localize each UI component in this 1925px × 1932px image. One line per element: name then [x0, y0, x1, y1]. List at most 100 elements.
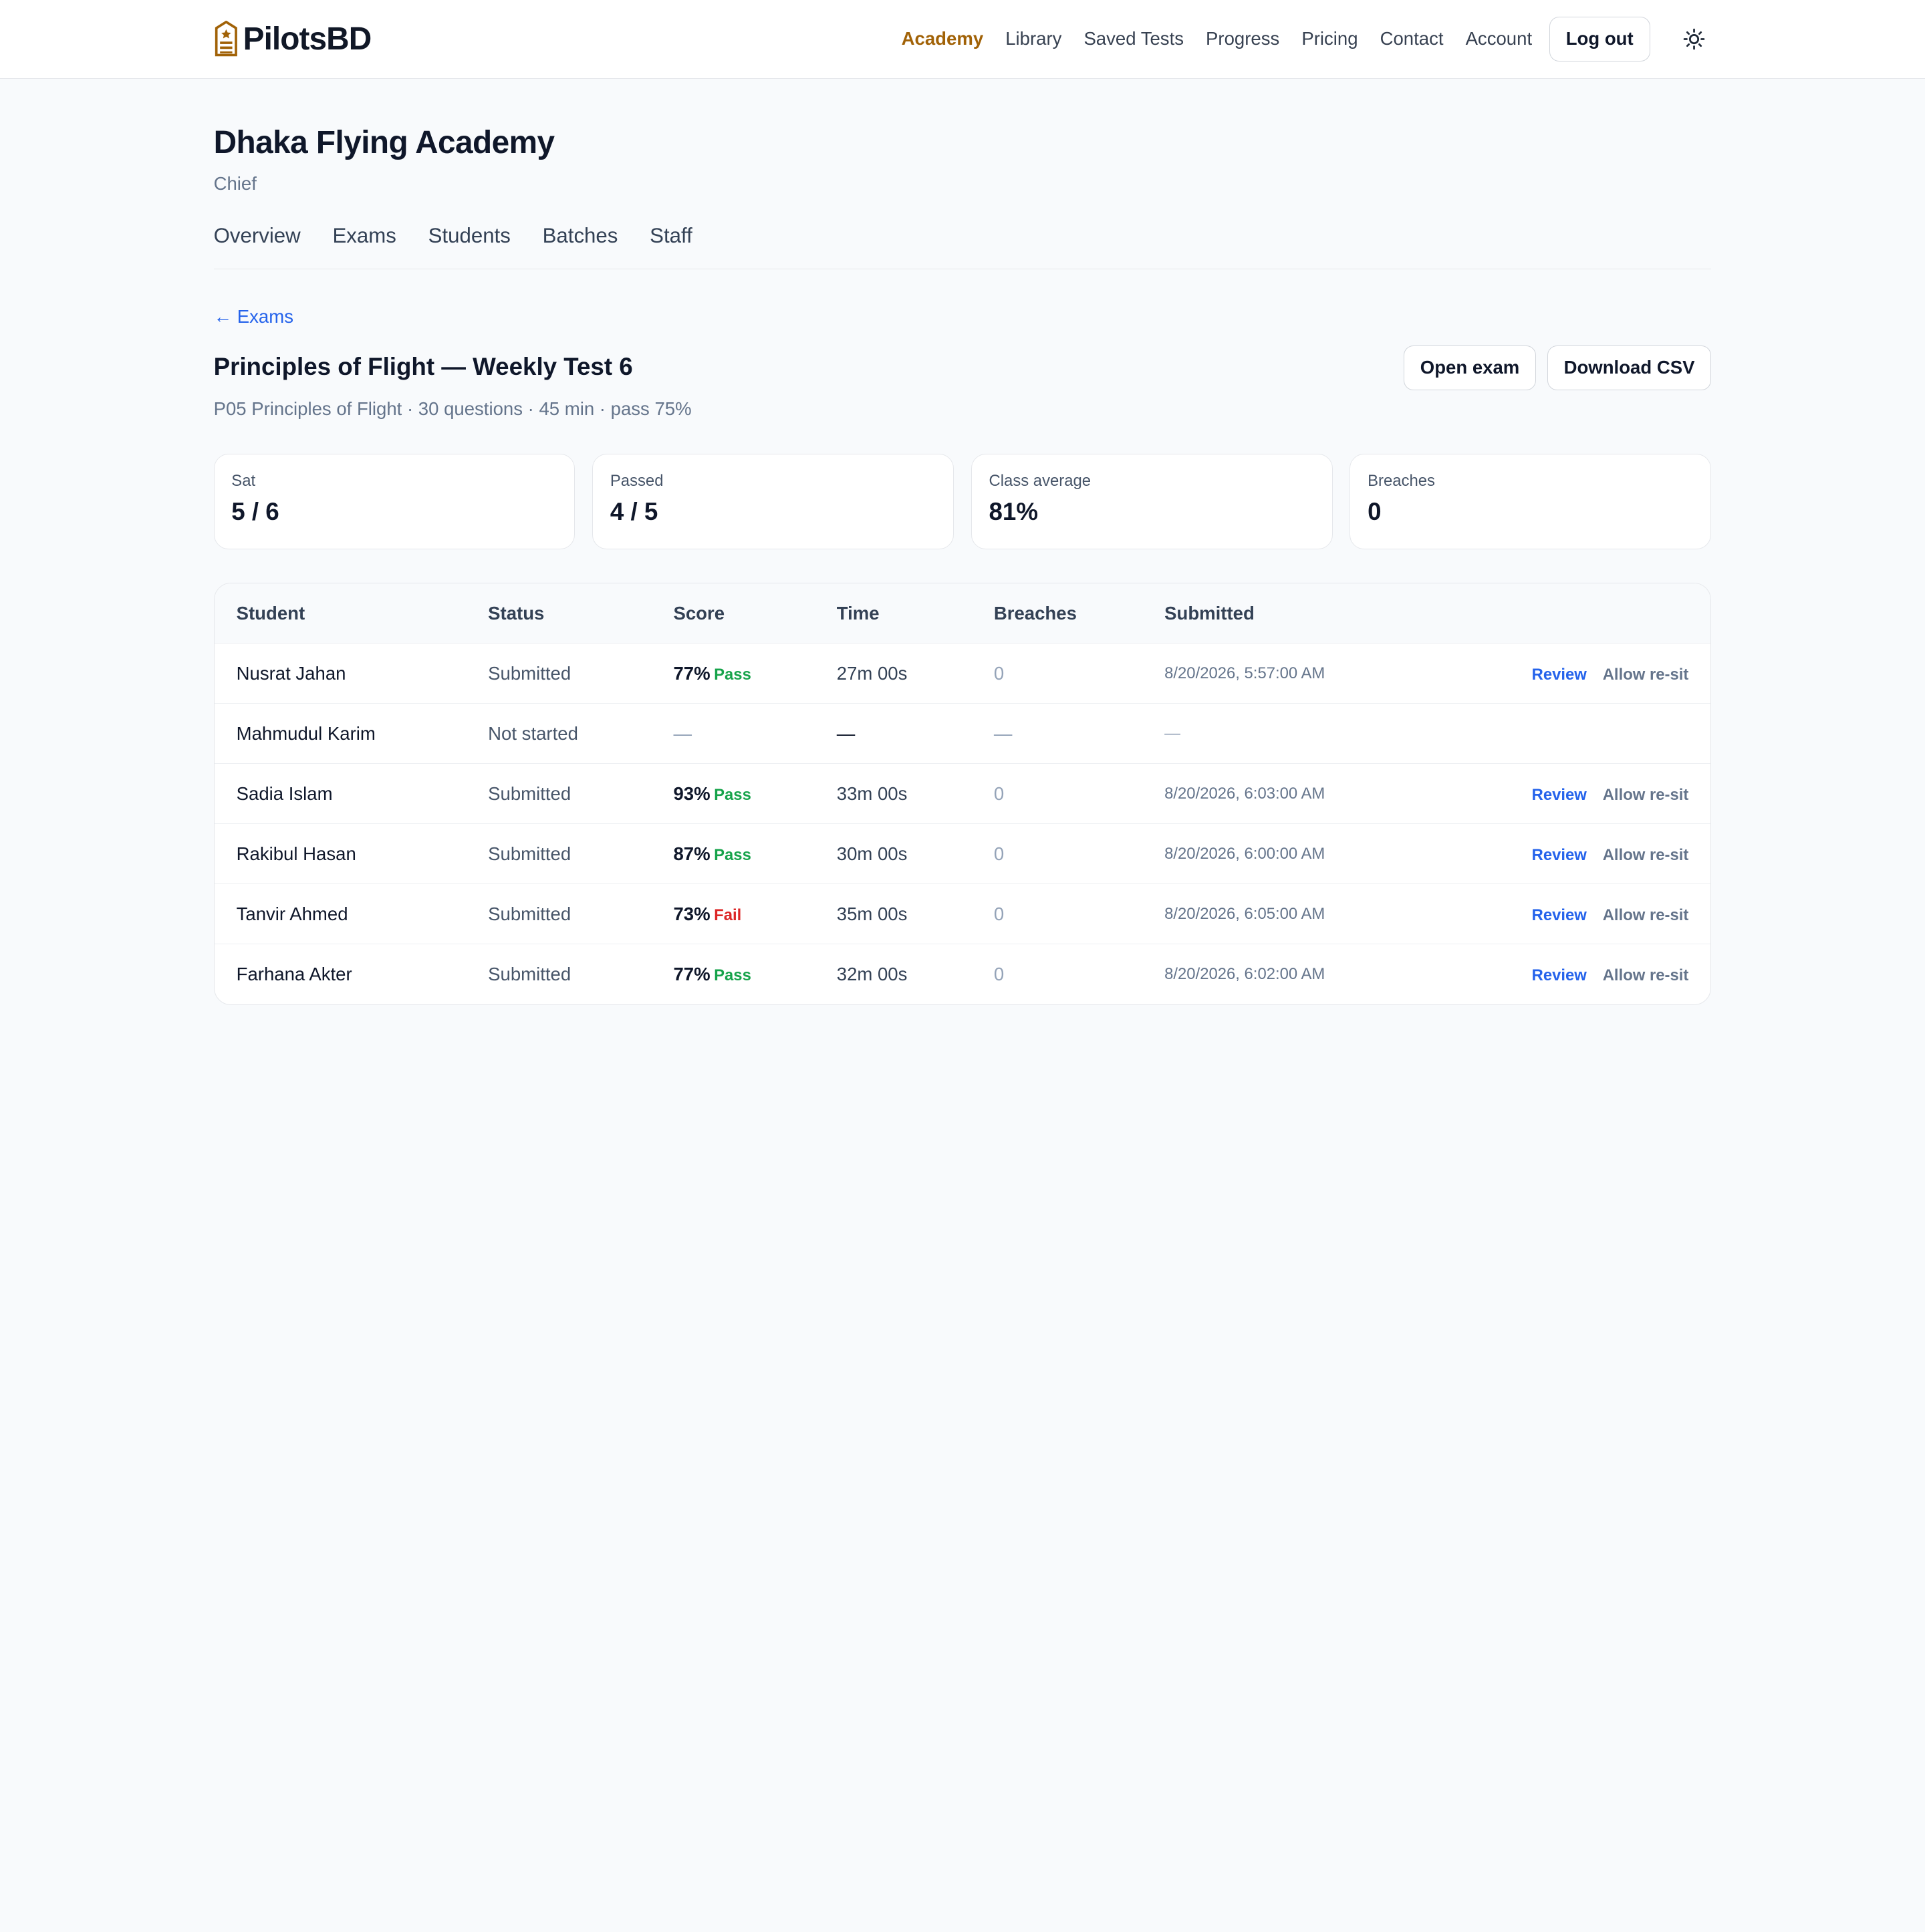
review-link[interactable]: Review	[1531, 966, 1587, 985]
student-name: Rakibul Hasan	[214, 823, 489, 884]
nav-saved-tests[interactable]: Saved Tests	[1083, 28, 1184, 49]
nav-library[interactable]: Library	[1005, 28, 1062, 49]
time-text: 33m 00s	[836, 763, 994, 824]
tab-batches[interactable]: Batches	[542, 223, 618, 247]
tab-overview[interactable]: Overview	[213, 223, 301, 247]
header-submitted: Submitted	[1164, 583, 1423, 644]
header-actions	[1422, 583, 1711, 644]
allow-resit-link[interactable]: Allow re-sit	[1602, 845, 1689, 864]
results-table-body: Nusrat Jahan Submitted 77% Pass 27m 00s 0 8/20…	[214, 643, 1711, 1004]
table-header-row: Student Status Score Time Breaches Submi…	[214, 583, 1711, 644]
score-value: 73%	[673, 903, 711, 924]
review-link[interactable]: Review	[1531, 906, 1587, 924]
stat-label: Class average	[989, 471, 1092, 490]
row-actions: Review Allow re-sit	[1422, 763, 1711, 824]
header-breaches: Breaches	[993, 583, 1165, 644]
status-text: Submitted	[488, 944, 674, 1004]
nav-academy[interactable]: Academy	[901, 28, 984, 49]
nav-progress[interactable]: Progress	[1206, 28, 1280, 49]
main-nav: Academy Library Saved Tests Progress Pri…	[901, 16, 1712, 61]
page-title: Dhaka Flying Academy	[213, 124, 555, 160]
stat-label: Passed	[610, 471, 664, 490]
result-badge: Pass	[714, 845, 751, 864]
submitted-text: 8/20/2026, 6:05:00 AM	[1164, 883, 1423, 944]
allow-resit-link[interactable]: Allow re-sit	[1602, 785, 1689, 804]
review-link[interactable]: Review	[1531, 785, 1587, 804]
submitted-text: 8/20/2026, 6:00:00 AM	[1164, 823, 1423, 884]
results-table-card: Student Status Score Time Breaches Submi…	[213, 582, 1712, 1005]
time-text: 35m 00s	[836, 883, 994, 944]
brand-name: PilotsBD	[243, 21, 372, 57]
academy-badge-icon	[214, 20, 239, 57]
result-badge: Fail	[714, 906, 742, 924]
row-actions: Review Allow re-sit	[1422, 944, 1711, 1004]
stat-value: 5 / 6	[231, 497, 279, 525]
theme-toggle[interactable]	[1677, 22, 1711, 56]
status-text: Not started	[488, 703, 674, 764]
sun-icon	[1683, 28, 1705, 50]
stat-value: 0	[1368, 497, 1382, 525]
exam-title: Principles of Flight — Weekly Test 6	[213, 352, 633, 380]
score-value: 77%	[673, 662, 711, 684]
table-row: Farhana Akter Submitted 77% Pass 32m 00s 0 8/2…	[214, 944, 1711, 1004]
brand[interactable]: PilotsBD	[214, 20, 372, 57]
score-value: 93%	[673, 783, 711, 804]
score-cell: 87% Pass	[673, 823, 837, 884]
academy-tabs: Overview Exams Students Batches Staff	[213, 223, 1712, 270]
submitted-text: 8/20/2026, 6:03:00 AM	[1164, 763, 1423, 824]
submitted-text: 8/20/2026, 5:57:00 AM	[1164, 643, 1423, 704]
score-cell: —	[673, 703, 837, 764]
main-content: Dhaka Flying Academy Chief Overview Exam…	[213, 79, 1712, 1005]
results-table: Student Status Score Time Breaches Submi…	[214, 583, 1711, 1004]
status-text: Submitted	[488, 643, 674, 704]
allow-resit-link[interactable]: Allow re-sit	[1602, 906, 1689, 924]
user-role: Chief	[213, 172, 257, 194]
allow-resit-link[interactable]: Allow re-sit	[1602, 966, 1689, 985]
breaches-text: —	[993, 703, 1165, 764]
table-row: Mahmudul Karim Not started — — — —	[214, 703, 1711, 764]
open-exam-button[interactable]: Open exam	[1403, 345, 1537, 390]
tab-students[interactable]: Students	[428, 223, 511, 247]
stat-sat: Sat 5 / 6	[213, 454, 575, 550]
breaches-text: 0	[993, 883, 1165, 944]
exam-actions: Open exam Download CSV	[1403, 345, 1712, 390]
top-bar: PilotsBD Academy Library Saved Tests Pro…	[0, 0, 1925, 79]
nav-contact[interactable]: Contact	[1380, 28, 1444, 49]
status-text: Submitted	[488, 823, 674, 884]
tab-staff[interactable]: Staff	[650, 223, 692, 247]
score-cell: 77% Pass	[673, 944, 837, 1004]
breaches-text: 0	[993, 944, 1165, 1004]
allow-resit-link[interactable]: Allow re-sit	[1602, 665, 1689, 684]
download-csv-button[interactable]: Download CSV	[1547, 345, 1712, 390]
result-badge: Pass	[714, 785, 751, 804]
logout-button[interactable]: Log out	[1549, 16, 1650, 61]
table-row: Nusrat Jahan Submitted 77% Pass 27m 00s 0 8/20…	[214, 643, 1711, 704]
header-time: Time	[836, 583, 994, 644]
nav-pricing[interactable]: Pricing	[1301, 28, 1358, 49]
breaches-text: 0	[993, 823, 1165, 884]
tab-exams[interactable]: Exams	[332, 223, 396, 247]
table-row: Tanvir Ahmed Submitted 73% Fail 35m 00s 0 8/20…	[214, 883, 1711, 944]
breaches-text: 0	[993, 643, 1165, 704]
header-student: Student	[214, 583, 489, 644]
stat-value: 81%	[989, 497, 1039, 525]
table-row: Sadia Islam Submitted 93% Pass 33m 00s 0 8/20/…	[214, 763, 1711, 824]
score-cell: 93% Pass	[673, 763, 837, 824]
table-row: Rakibul Hasan Submitted 87% Pass 30m 00s 0 8/2…	[214, 823, 1711, 884]
score-value: —	[673, 722, 692, 744]
nav-account[interactable]: Account	[1465, 28, 1533, 49]
student-name: Mahmudul Karim	[214, 703, 489, 764]
student-name: Nusrat Jahan	[214, 643, 489, 704]
exam-meta: P05 Principles of Flight · 30 questions …	[213, 398, 692, 419]
row-actions: Review Allow re-sit	[1422, 883, 1711, 944]
stat-class-average: Class average 81%	[971, 454, 1333, 550]
back-to-exams-link[interactable]: ← Exams	[213, 306, 293, 327]
page: PilotsBD Academy Library Saved Tests Pro…	[0, 0, 1925, 1005]
review-link[interactable]: Review	[1531, 845, 1587, 864]
row-actions	[1422, 703, 1711, 764]
breaches-text: 0	[993, 763, 1165, 824]
time-text: 27m 00s	[836, 643, 994, 704]
exam-header: Principles of Flight — Weekly Test 6 P05…	[213, 345, 1712, 420]
exam-stats: Sat 5 / 6 Passed 4 / 5 Class average 81%…	[213, 454, 1712, 550]
review-link[interactable]: Review	[1531, 665, 1587, 684]
